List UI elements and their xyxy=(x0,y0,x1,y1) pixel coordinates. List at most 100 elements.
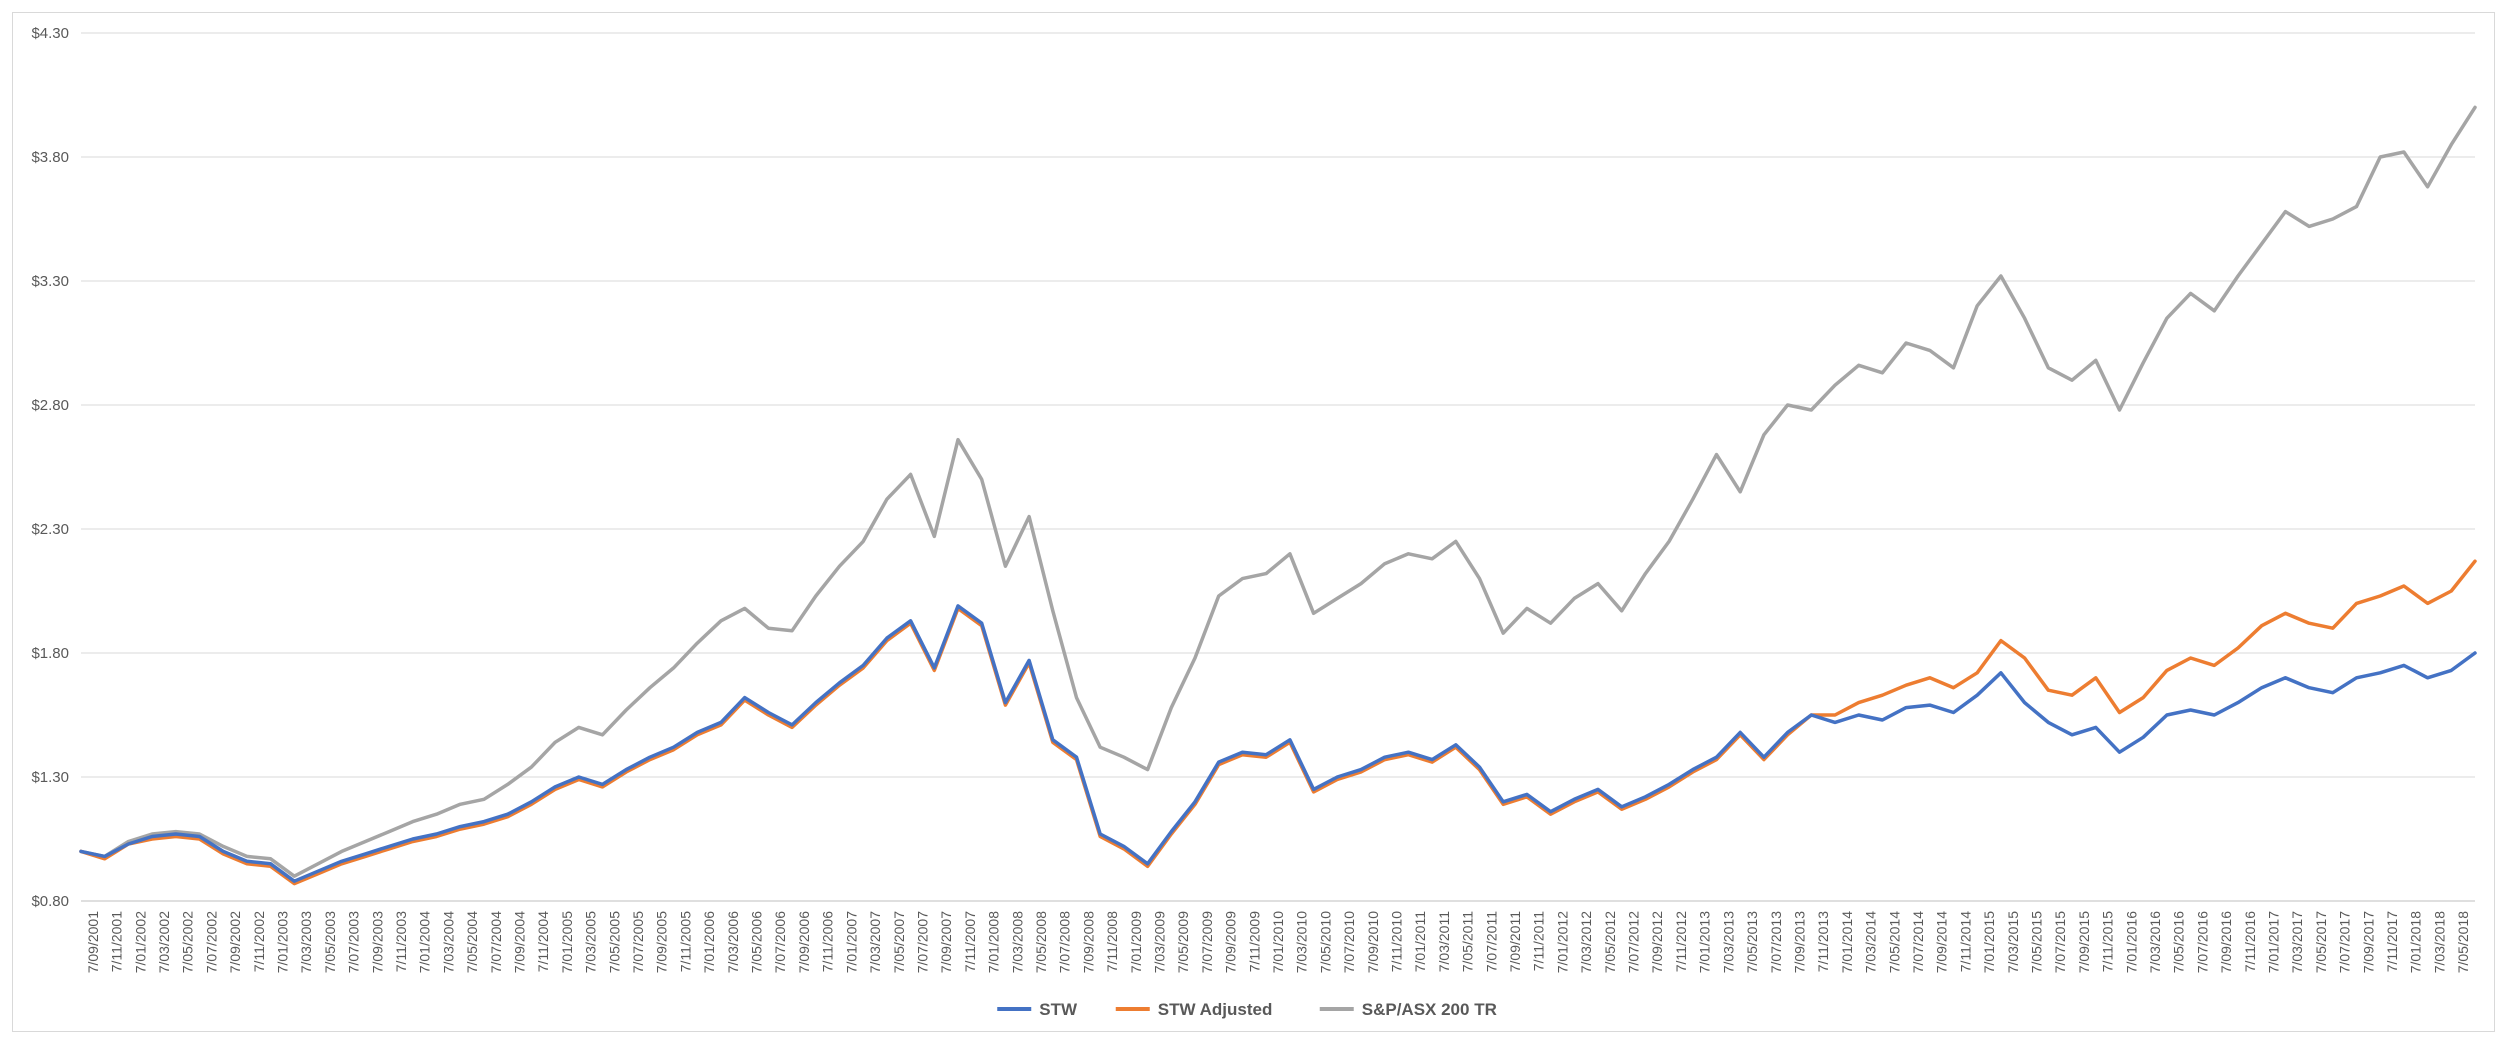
x-tick-label: 7/01/2004 xyxy=(417,911,433,973)
x-tick-label: 7/01/2012 xyxy=(1554,911,1570,973)
x-tick-label: 7/07/2017 xyxy=(2337,911,2353,973)
x-tick-label: 7/11/2012 xyxy=(1673,911,1689,972)
x-tick-label: 7/03/2018 xyxy=(2431,911,2447,973)
x-tick-label: 7/03/2015 xyxy=(2005,911,2021,973)
x-tick-label: 7/01/2018 xyxy=(2408,911,2424,973)
x-tick-label: 7/03/2005 xyxy=(583,911,599,973)
series-line-s-p-asx-200-tr xyxy=(79,105,2477,878)
x-tick-label: 7/11/2006 xyxy=(820,911,836,972)
x-tick-label: 7/09/2009 xyxy=(1223,911,1239,973)
x-tick-label: 7/05/2012 xyxy=(1602,911,1618,973)
x-tick-label: 7/09/2013 xyxy=(1791,911,1807,973)
x-tick-label: 7/07/2008 xyxy=(1057,911,1073,973)
x-tick-label: 7/03/2002 xyxy=(156,911,172,973)
x-tick-label: 7/07/2005 xyxy=(630,911,646,973)
x-tick-label: 7/03/2012 xyxy=(1578,911,1594,973)
y-tick-label: $1.30 xyxy=(31,769,69,786)
x-tick-label: 7/03/2006 xyxy=(725,911,741,973)
x-tick-label: 7/07/2009 xyxy=(1199,911,1215,973)
x-tick-label: 7/11/2008 xyxy=(1104,911,1120,972)
x-tick-label: 7/03/2016 xyxy=(2147,911,2163,973)
x-tick-label: 7/05/2016 xyxy=(2171,911,2187,973)
x-tick-label: 7/09/2010 xyxy=(1365,911,1381,973)
x-axis-ticks: 7/09/2001 7/11/2001 7/01/2002 7/03/2002 7/05… xyxy=(85,911,2471,974)
legend: STW STW Adjusted S&P/ASX 200 TR xyxy=(997,1000,1497,1019)
x-tick-label: 7/09/2005 xyxy=(654,911,670,973)
x-tick-label: 7/09/2016 xyxy=(2218,911,2234,973)
x-tick-label: 7/11/2007 xyxy=(962,911,978,972)
x-tick-label: 7/11/2004 xyxy=(535,911,551,972)
x-tick-label: 7/09/2014 xyxy=(1934,911,1950,973)
x-tick-label: 7/01/2005 xyxy=(559,911,575,973)
x-tick-label: 7/01/2014 xyxy=(1839,911,1855,973)
legend-label: STW Adjusted xyxy=(1158,1000,1273,1019)
x-tick-label: 7/09/2002 xyxy=(227,911,243,973)
x-tick-label: 7/01/2015 xyxy=(1981,911,1997,973)
y-tick-label: $2.30 xyxy=(31,521,69,538)
line-chart: $0.80 $1.30 $1.80 $2.30 $2.80 $3.30 $3.80 $4.30… xyxy=(31,25,2477,1019)
x-tick-label: 7/07/2016 xyxy=(2194,911,2210,973)
x-tick-label: 7/05/2018 xyxy=(2455,911,2471,973)
x-tick-label: 7/05/2014 xyxy=(1886,911,1902,973)
x-tick-label: 7/11/2003 xyxy=(393,911,409,972)
x-tick-label: 7/07/2014 xyxy=(1910,911,1926,973)
y-tick-label: $4.30 xyxy=(31,25,69,42)
x-tick-label: 7/05/2007 xyxy=(891,911,907,973)
x-tick-label: 7/03/2007 xyxy=(867,911,883,973)
x-tick-label: 7/11/2011 xyxy=(1531,911,1547,971)
x-tick-label: 7/05/2017 xyxy=(2313,911,2329,973)
x-tick-label: 7/03/2010 xyxy=(1294,911,1310,973)
x-tick-label: 7/05/2010 xyxy=(1317,911,1333,973)
x-tick-label: 7/09/2008 xyxy=(1080,911,1096,973)
x-tick-label: 7/01/2017 xyxy=(2266,911,2282,973)
x-tick-label: 7/03/2008 xyxy=(1009,911,1025,973)
x-tick-label: 7/03/2013 xyxy=(1720,911,1736,973)
x-tick-label: 7/09/2003 xyxy=(369,911,385,973)
chart-area: $0.80 $1.30 $1.80 $2.30 $2.80 $3.30 $3.80 $4.30… xyxy=(12,12,2495,1032)
x-tick-label: 7/11/2014 xyxy=(1957,911,1973,972)
x-tick-label: 7/01/2009 xyxy=(1128,911,1144,973)
y-axis-ticks: $0.80 $1.30 $1.80 $2.30 $2.80 $3.30 $3.80 $4.30 xyxy=(31,25,69,910)
x-tick-label: 7/01/2007 xyxy=(843,911,859,973)
x-tick-label: 7/05/2011 xyxy=(1460,911,1476,972)
x-tick-label: 7/03/2004 xyxy=(440,911,456,973)
x-tick-label: 7/07/2011 xyxy=(1483,911,1499,972)
x-tick-label: 7/09/2004 xyxy=(512,911,528,973)
x-tick-label: 7/05/2009 xyxy=(1175,911,1191,973)
y-tick-label: $3.30 xyxy=(31,273,69,290)
x-tick-label: 7/05/2005 xyxy=(606,911,622,973)
x-tick-label: 7/11/2017 xyxy=(2384,911,2400,972)
x-tick-label: 7/07/2007 xyxy=(914,911,930,973)
x-tick-label: 7/11/2001 xyxy=(109,911,125,972)
x-tick-label: 7/01/2013 xyxy=(1697,911,1713,973)
x-tick-label: 7/11/2005 xyxy=(677,911,693,972)
x-tick-label: 7/05/2013 xyxy=(1744,911,1760,973)
series-line-stw-adjusted xyxy=(79,559,2477,886)
y-tick-label: $1.80 xyxy=(31,645,69,662)
x-tick-label: 7/07/2010 xyxy=(1341,911,1357,973)
x-tick-label: 7/01/2008 xyxy=(986,911,1002,973)
x-tick-label: 7/03/2014 xyxy=(1863,911,1879,973)
x-tick-label: 7/09/2017 xyxy=(2360,911,2376,973)
x-tick-label: 7/01/2016 xyxy=(2123,911,2139,973)
x-tick-label: 7/07/2015 xyxy=(2052,911,2068,973)
x-tick-label: 7/11/2016 xyxy=(2242,911,2258,972)
legend-label: STW xyxy=(1039,1000,1078,1019)
y-tick-label: $2.80 xyxy=(31,397,69,414)
x-tick-label: 7/05/2015 xyxy=(2028,911,2044,973)
y-tick-label: $0.80 xyxy=(31,893,69,910)
x-tick-label: 7/03/2009 xyxy=(1151,911,1167,973)
x-tick-label: 7/05/2006 xyxy=(749,911,765,973)
x-tick-label: 7/01/2003 xyxy=(274,911,290,973)
x-tick-label: 7/07/2004 xyxy=(488,911,504,973)
x-tick-label: 7/11/2013 xyxy=(1815,911,1831,972)
x-tick-label: 7/09/2015 xyxy=(2076,911,2092,973)
x-tick-label: 7/05/2004 xyxy=(464,911,480,973)
x-tick-label: 7/05/2003 xyxy=(322,911,338,973)
x-tick-label: 7/09/2001 xyxy=(85,911,101,973)
x-tick-label: 7/05/2002 xyxy=(180,911,196,973)
x-tick-label: 7/01/2002 xyxy=(132,911,148,973)
x-tick-label: 7/01/2010 xyxy=(1270,911,1286,973)
x-tick-label: 7/11/2010 xyxy=(1389,911,1405,972)
y-tick-label: $3.80 xyxy=(31,149,69,166)
